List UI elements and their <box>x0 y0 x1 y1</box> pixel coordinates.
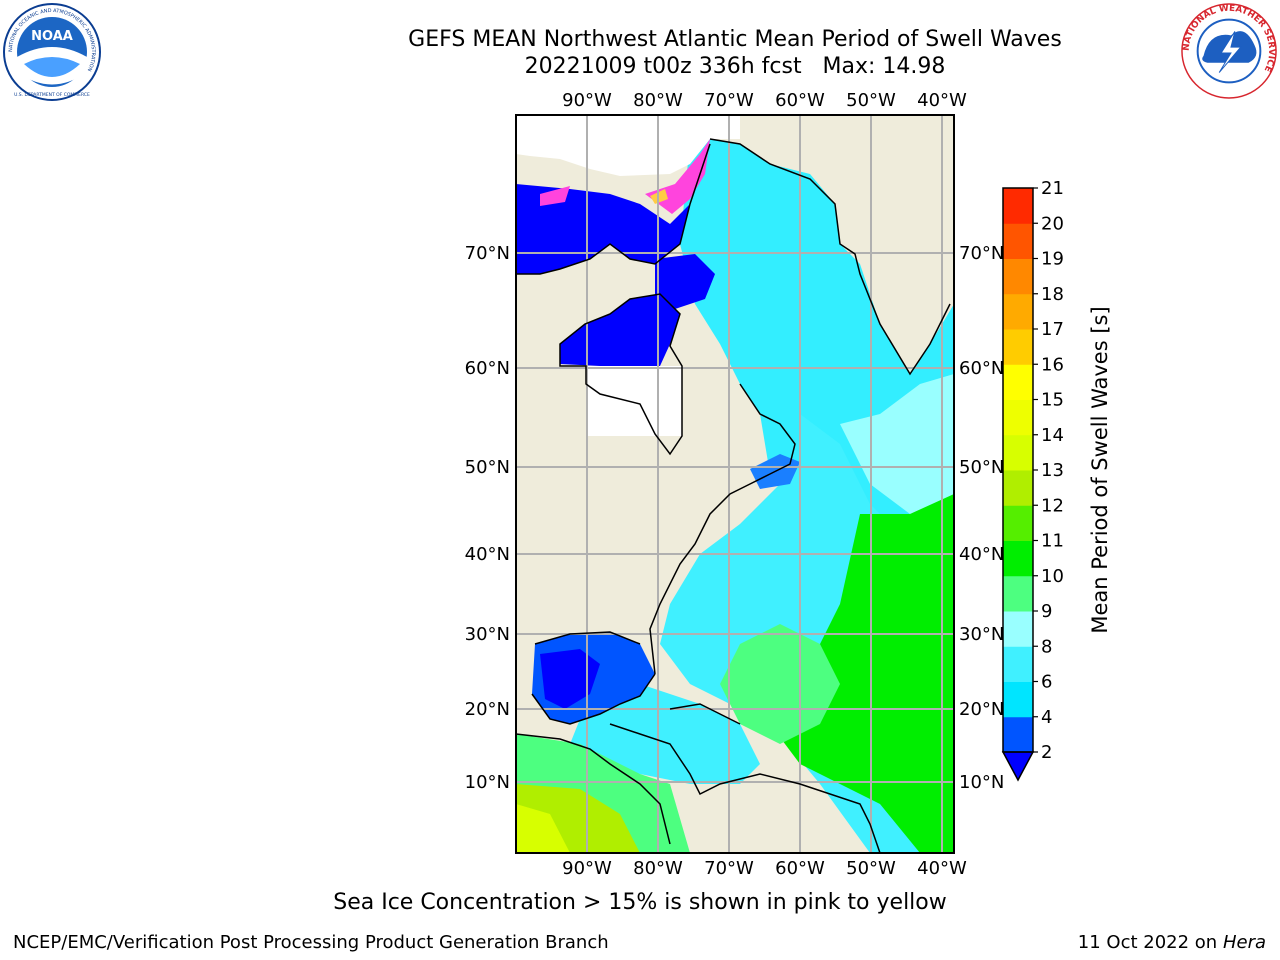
nws-logo-icon: NATIONAL WEATHER SERVICE <box>1181 3 1277 99</box>
colorbar-tick-label: 16 <box>1041 354 1064 375</box>
atlantic-swell-green <box>770 494 954 853</box>
colorbar-segment <box>1003 399 1033 436</box>
colorbar-segment <box>1003 611 1033 647</box>
lon-labels-top: 90°W 80°W 70°W 60°W 50°W 40°W <box>562 90 967 111</box>
colorbar-tick-label: 21 <box>1041 178 1064 199</box>
colorbar-segment <box>1003 470 1033 506</box>
foxe-basin-swell <box>655 254 715 309</box>
colorbar-segment <box>1003 716 1033 753</box>
chart-subtitle: 20221009 t00z 336h fcst Max: 14.98 <box>524 54 946 79</box>
lon-label: 90°W <box>562 90 612 111</box>
colorbar-segment <box>1003 575 1033 612</box>
colorbar-tick-label: 18 <box>1041 284 1064 305</box>
lat-label: 20°N <box>959 699 1004 720</box>
lat-label: 10°N <box>465 772 510 793</box>
map-panel: 90°W 80°W 70°W 60°W 50°W 40°W 90°W 80°W … <box>465 90 1005 879</box>
colorbar-segment <box>1003 223 1033 259</box>
arctic-land-white <box>516 115 740 176</box>
lon-label: 40°W <box>917 90 967 111</box>
colorbar-tick-label: 11 <box>1041 531 1064 552</box>
lat-label: 60°N <box>465 358 510 379</box>
colorbar-tick-label: 20 <box>1041 213 1064 234</box>
colorbar-segment <box>1003 188 1033 224</box>
noaa-text: NOAA <box>31 29 73 44</box>
map-gridlines <box>516 115 954 853</box>
chart-title: GEFS MEAN Northwest Atlantic Mean Period… <box>408 27 1062 52</box>
lat-label: 50°N <box>465 457 510 478</box>
lon-label: 80°W <box>633 90 683 111</box>
lat-label: 30°N <box>465 624 510 645</box>
lon-label: 70°W <box>704 858 754 879</box>
lat-labels-right: 70°N 60°N 50°N 40°N 30°N 20°N 10°N <box>959 243 1004 793</box>
colorbar-tick-label: 15 <box>1041 390 1064 411</box>
footer-host: Hera <box>1222 932 1266 953</box>
lon-label: 60°W <box>775 90 825 111</box>
colorbar-under-triangle <box>1001 751 1035 782</box>
lon-label: 40°W <box>917 858 967 879</box>
lon-label: 50°W <box>846 90 896 111</box>
colorbar-tick-label: 4 <box>1041 707 1052 728</box>
lat-label: 70°N <box>959 243 1004 264</box>
atlantic-swell-light <box>840 374 954 514</box>
lat-label: 50°N <box>959 457 1004 478</box>
colorbar-tick-label: 12 <box>1041 495 1064 516</box>
colorbar-tick-label: 9 <box>1041 601 1052 622</box>
lon-label: 80°W <box>633 858 683 879</box>
colorbar-tick-label: 6 <box>1041 672 1052 693</box>
colorbar-segment <box>1003 540 1033 577</box>
colorbar-tick-label: 14 <box>1041 425 1064 446</box>
colorbar-segment <box>1003 505 1033 541</box>
lon-label: 60°W <box>775 858 825 879</box>
colorbar-ticks: 2 4 6 8 9 10 11 12 13 14 15 16 17 18 19 20 21 <box>1033 178 1064 763</box>
lon-label: 50°W <box>846 858 896 879</box>
colorbar-label: Mean Period of Swell Waves [s] <box>1088 306 1112 633</box>
hudson-bay-white <box>586 366 682 436</box>
lat-label: 60°N <box>959 358 1004 379</box>
lon-labels-bottom: 90°W 80°W 70°W 60°W 50°W 40°W <box>562 858 967 879</box>
pacific-peak-swell <box>516 804 570 853</box>
lon-label: 90°W <box>562 858 612 879</box>
arctic-channels-swell <box>516 184 690 274</box>
colorbar-tick-label: 8 <box>1041 636 1052 657</box>
colorbar-tick-label: 2 <box>1041 742 1052 763</box>
colorbar-segment <box>1003 258 1033 295</box>
footer-branch: NCEP/EMC/Verification Post Processing Pr… <box>13 932 609 953</box>
map-frame <box>515 114 955 854</box>
colorbar-segment <box>1003 646 1033 682</box>
colorbar-tick-label: 19 <box>1041 249 1064 270</box>
noaa-bottom-text: U.S. DEPARTMENT OF COMMERCE <box>14 92 90 98</box>
hudson-bay-swell <box>560 294 680 366</box>
lat-label: 40°N <box>959 544 1004 565</box>
coastlines <box>516 138 951 853</box>
gulf-of-mexico-low <box>540 649 600 709</box>
lat-labels-left: 70°N 60°N 50°N 40°N 30°N 20°N 10°N <box>465 243 510 793</box>
footer-date-text: 11 Oct 2022 on <box>1077 932 1218 953</box>
colorbar-tick-label: 17 <box>1041 319 1064 340</box>
lat-label: 20°N <box>465 699 510 720</box>
sea-ice-pink-2 <box>540 186 570 206</box>
atlantic-swell-lightgreen <box>720 624 840 744</box>
lat-label: 40°N <box>465 544 510 565</box>
colorbar-tick-label: 13 <box>1041 460 1064 481</box>
lat-label: 10°N <box>959 772 1004 793</box>
lon-label: 70°W <box>704 90 754 111</box>
sea-ice-note: Sea Ice Concentration > 15% is shown in … <box>333 890 947 915</box>
colorbar-tick-label: 10 <box>1041 566 1064 587</box>
lat-label: 70°N <box>465 243 510 264</box>
colorbar: 2 4 6 8 9 10 11 12 13 14 15 16 17 18 19 20 21 Mean Perio… <box>1001 178 1112 782</box>
noaa-logo-icon: NOAA NATIONAL OCEANIC AND ATMOSPHERIC AD… <box>3 3 101 101</box>
colorbar-segment <box>1003 293 1033 330</box>
colorbar-segment <box>1003 681 1033 718</box>
colorbar-segments <box>1003 188 1033 753</box>
colorbar-segment <box>1003 329 1033 365</box>
lat-label: 30°N <box>959 624 1004 645</box>
colorbar-segment <box>1003 364 1033 400</box>
footer-date: 11 Oct 2022 on Hera <box>1078 932 1266 953</box>
colorbar-segment <box>1003 434 1033 471</box>
